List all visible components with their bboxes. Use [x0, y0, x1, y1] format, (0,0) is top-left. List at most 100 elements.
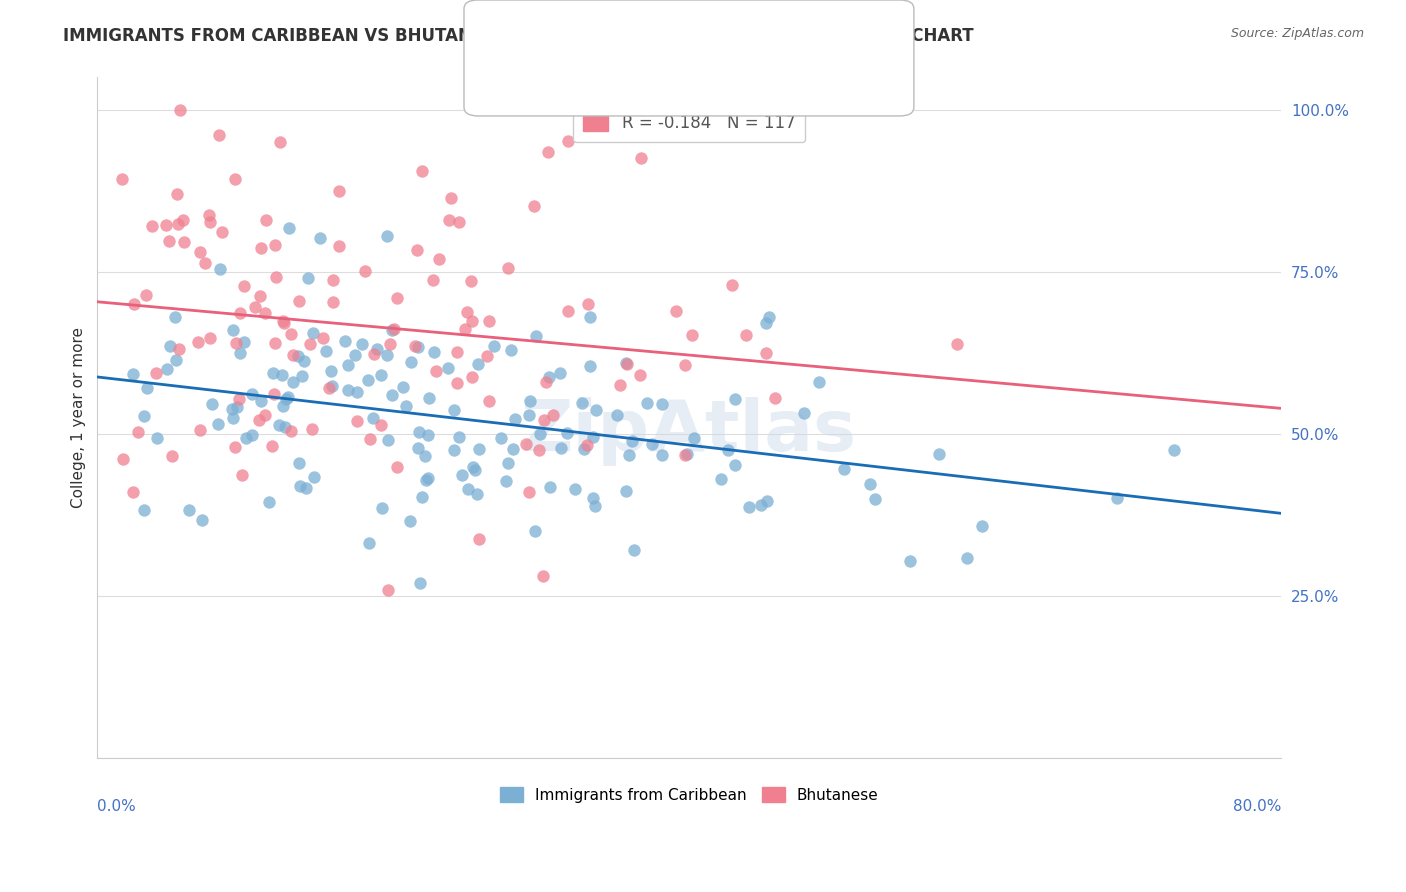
Point: [406, 441, 429, 455]
Point: [468, 442, 491, 456]
Point: [145, 366, 167, 380]
Point: [537, 370, 560, 384]
Point: [288, 456, 311, 470]
Point: [288, 293, 311, 308]
Point: [354, 264, 377, 278]
Point: [749, 498, 772, 512]
Point: [651, 396, 673, 410]
Point: [755, 316, 778, 330]
Point: [328, 238, 350, 252]
Point: [200, 215, 222, 229]
Point: [281, 348, 304, 362]
Point: [262, 366, 284, 380]
Point: [468, 532, 491, 546]
Point: [555, 425, 578, 440]
Point: [318, 381, 340, 395]
Point: [501, 343, 523, 357]
Point: [122, 297, 145, 311]
Point: [385, 292, 408, 306]
Point: [550, 366, 572, 380]
Point: [211, 225, 233, 239]
Point: [249, 241, 271, 255]
Point: [900, 554, 922, 568]
Point: [517, 484, 540, 499]
Point: [572, 442, 595, 457]
Point: [616, 357, 638, 371]
Point: [576, 297, 599, 311]
Point: [617, 448, 640, 462]
Point: [724, 392, 747, 407]
Point: [440, 190, 463, 204]
Point: [478, 314, 501, 328]
Point: [377, 582, 399, 597]
Point: [682, 327, 704, 342]
Point: [382, 322, 405, 336]
Point: [198, 208, 221, 222]
Point: [122, 367, 145, 381]
Point: [277, 390, 299, 404]
Point: [357, 373, 380, 387]
Point: [254, 408, 277, 422]
Point: [956, 550, 979, 565]
Point: [523, 199, 546, 213]
Point: [863, 491, 886, 506]
Point: [188, 423, 211, 437]
Point: [399, 355, 422, 369]
Point: [523, 524, 546, 538]
Point: [270, 368, 292, 383]
Point: [132, 409, 155, 423]
Point: [177, 503, 200, 517]
Point: [224, 440, 246, 454]
Point: [673, 358, 696, 372]
Point: [793, 406, 815, 420]
Point: [225, 336, 247, 351]
Point: [301, 422, 323, 436]
Point: [416, 471, 439, 485]
Point: [533, 413, 555, 427]
Point: [738, 500, 761, 515]
Point: [328, 184, 350, 198]
Point: [443, 402, 465, 417]
Point: [167, 217, 190, 231]
Point: [315, 343, 337, 358]
Point: [274, 420, 297, 434]
Point: [160, 449, 183, 463]
Legend: Immigrants from Caribbean, Bhutanese: Immigrants from Caribbean, Bhutanese: [491, 778, 887, 812]
Point: [673, 448, 696, 462]
Point: [346, 415, 368, 429]
Point: [309, 231, 332, 245]
Point: [425, 364, 447, 378]
Point: [436, 360, 458, 375]
Point: [406, 340, 429, 354]
Point: [585, 403, 607, 417]
Point: [641, 437, 664, 451]
Point: [207, 128, 229, 143]
Point: [408, 425, 430, 440]
Point: [378, 337, 401, 351]
Point: [422, 273, 444, 287]
Point: [188, 245, 211, 260]
Point: [231, 468, 253, 483]
Point: [449, 430, 471, 444]
Point: [287, 349, 309, 363]
Text: 80.0%: 80.0%: [1233, 799, 1281, 814]
Point: [247, 412, 270, 426]
Point: [187, 334, 209, 349]
Point: [534, 375, 557, 389]
Point: [724, 458, 747, 472]
Point: [201, 397, 224, 411]
Point: [735, 327, 758, 342]
Point: [222, 323, 245, 337]
Point: [132, 502, 155, 516]
Point: [519, 394, 541, 409]
Point: [249, 289, 271, 303]
Point: [226, 400, 249, 414]
Point: [295, 481, 318, 495]
Point: [283, 375, 305, 389]
Point: [531, 569, 554, 583]
Point: [333, 334, 356, 348]
Point: [449, 215, 471, 229]
Point: [583, 499, 606, 513]
Point: [755, 346, 778, 360]
Point: [377, 433, 399, 447]
